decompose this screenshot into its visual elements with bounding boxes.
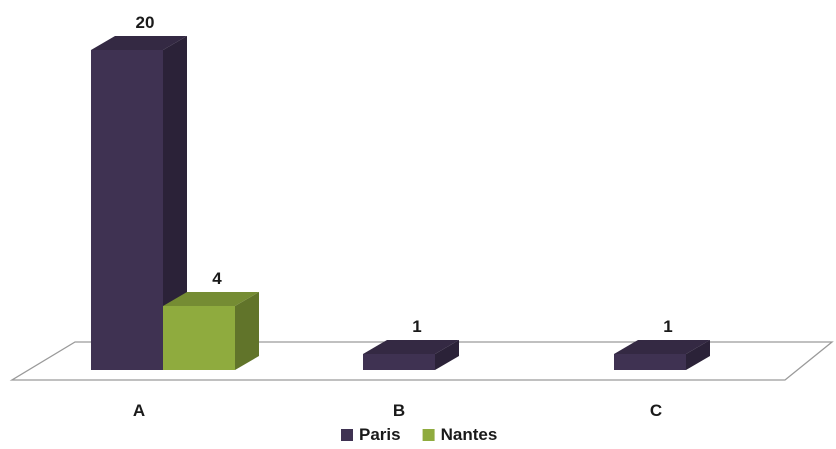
bar-paris-b-side (435, 340, 459, 370)
bar-paris-b-top (363, 340, 459, 354)
legend-swatch-paris (341, 429, 353, 441)
legend-label-nantes: Nantes (441, 425, 498, 444)
bar-nantes-a (163, 292, 259, 370)
bar-nantes-a-value-label: 4 (212, 269, 222, 288)
bar-paris-a (91, 36, 187, 370)
labels-layer: 20 4 A 1 B 1 C (133, 13, 673, 420)
bar-nantes-a-top (163, 292, 259, 306)
legend-item-paris: Paris (341, 425, 401, 444)
bar-paris-c-side (686, 340, 710, 370)
bar-paris-b (363, 340, 459, 370)
legend-item-nantes: Nantes (422, 425, 498, 444)
legend-swatch-nantes (422, 429, 435, 441)
bar-nantes-a-side (235, 292, 259, 370)
legend-label-paris: Paris (359, 425, 401, 444)
bar-paris-a-value-label: 20 (136, 13, 155, 32)
bar-paris-a-top (91, 36, 187, 50)
bar-paris-b-value-label: 1 (412, 317, 421, 336)
bars-layer (91, 36, 710, 370)
x-tick-label-a: A (133, 401, 145, 420)
bar-nantes-a-front (163, 306, 235, 370)
legend: Paris Nantes (341, 425, 497, 444)
bar-paris-a-front (91, 50, 163, 370)
x-tick-label-b: B (393, 401, 405, 420)
bar-paris-a-side (163, 36, 187, 370)
bar-paris-b-front (363, 354, 435, 370)
x-tick-label-c: C (650, 401, 662, 420)
bar-paris-c-top (614, 340, 710, 354)
bar-paris-c (614, 340, 710, 370)
bar-paris-c-front (614, 354, 686, 370)
bar-paris-c-value-label: 1 (663, 317, 672, 336)
